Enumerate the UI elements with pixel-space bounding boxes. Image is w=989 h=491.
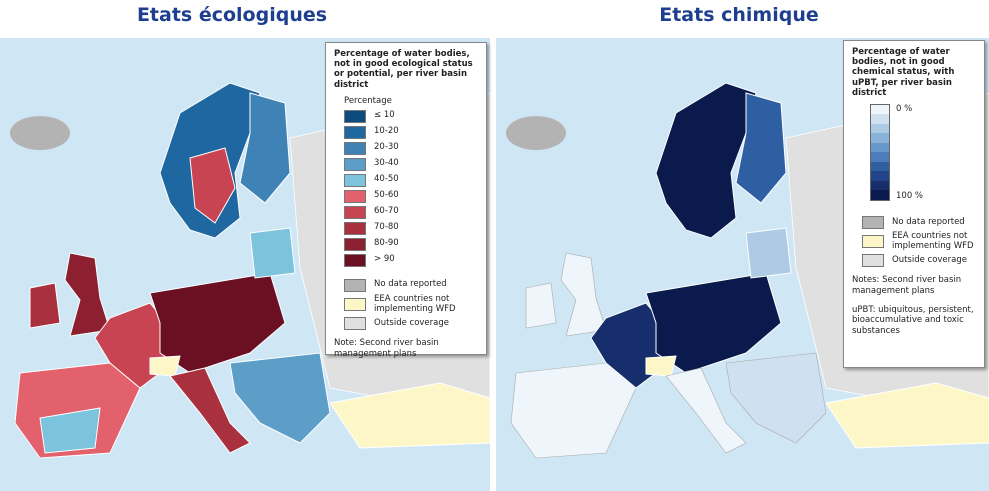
legend-swatch [344, 298, 366, 312]
legend-subtitle: Percentage [344, 95, 392, 106]
legend-swatch [862, 215, 884, 229]
legend-label: No data reported [374, 279, 447, 290]
legend-item: No data reported [344, 278, 478, 292]
legend-item: 10-20 [344, 125, 478, 139]
ramp-step [871, 190, 889, 200]
ramp-step [871, 180, 889, 191]
legend-label: 70-80 [374, 222, 399, 233]
legend-label: 10-20 [374, 126, 399, 137]
legend-label: > 90 [374, 254, 395, 265]
legend-swatch [344, 317, 366, 331]
ramp-step [871, 152, 889, 162]
legend-swatch [344, 253, 366, 267]
legend: Percentage of water bodies, not in good … [325, 42, 487, 359]
legend-swatch [344, 157, 366, 171]
ramp-step [871, 133, 889, 143]
legend-swatch [862, 254, 884, 268]
color-ramp: 0 % 100 % [870, 103, 976, 201]
legend-item: 40-50 [344, 173, 478, 187]
legend-item: 30-40 [344, 157, 478, 171]
legend-label: Outside coverage [892, 255, 967, 266]
legend-item: 20-30 [344, 141, 478, 155]
ramp-step [871, 171, 889, 181]
ramp-step [871, 161, 889, 172]
legend-swatch [344, 237, 366, 251]
spacer [334, 270, 478, 276]
legend-item: EEA countries not implementing WFD [862, 230, 976, 252]
ramp-step [871, 142, 889, 153]
legend-label: 50-60 [374, 190, 399, 201]
legend-title: Percentage of water bodies, not in good … [334, 49, 473, 90]
legend: Percentage of water bodies, not in good … [843, 40, 985, 368]
legend-label: ≤ 10 [374, 110, 395, 121]
legend-swatch [344, 173, 366, 187]
ramp-step [871, 114, 889, 124]
ramp-bars [870, 103, 890, 201]
legend-label: EEA countries not implementing WFD [374, 293, 456, 314]
legend-item: No data reported [862, 215, 976, 229]
map-title: Etats écologiques [136, 4, 328, 26]
legend-note: Notes: Second river basin management pla… [852, 275, 962, 297]
legend-item: EEA countries not implementing WFD [344, 293, 478, 315]
map-title: Etats chimique [659, 4, 819, 26]
legend-item: 70-80 [344, 221, 478, 235]
legend-item: > 90 [344, 253, 478, 267]
legend-title: Percentage of water bodies, not in good … [852, 47, 955, 98]
legend-label: Outside coverage [374, 317, 449, 328]
legend-swatch [344, 141, 366, 155]
legend-label: 40-50 [374, 174, 399, 185]
legend-item: 50-60 [344, 189, 478, 203]
legend-swatch [344, 205, 366, 219]
legend-label: EEA countries not implementing WFD [892, 230, 974, 251]
legend-item: 60-70 [344, 205, 478, 219]
legend-item: ≤ 10 [344, 109, 478, 123]
legend-note: Note: Second river basin management plan… [334, 338, 439, 359]
legend-label: 60-70 [374, 206, 399, 217]
legend-label: 80-90 [374, 238, 399, 249]
legend-swatch [344, 278, 366, 292]
spacer [852, 207, 976, 213]
legend-label: 20-30 [374, 142, 399, 153]
ramp-label: 100 % [896, 190, 924, 201]
ramp-labels: 0 % 100 % [896, 104, 923, 201]
legend-swatch [344, 189, 366, 203]
legend-item: Outside coverage [344, 317, 478, 331]
legend-note: uPBT: ubiquitous, persistent, bioaccumul… [852, 304, 974, 336]
legend-swatch [862, 235, 884, 249]
legend-label: 30-40 [374, 158, 399, 169]
legend-swatch [344, 221, 366, 235]
ramp-step [871, 104, 889, 115]
legend-swatch [344, 125, 366, 139]
legend-label: No data reported [892, 216, 965, 227]
legend-item: Outside coverage [862, 254, 976, 268]
legend-swatch [344, 109, 366, 123]
legend-item: 80-90 [344, 237, 478, 251]
ramp-step [871, 123, 889, 134]
ramp-label: 0 % [896, 103, 913, 114]
